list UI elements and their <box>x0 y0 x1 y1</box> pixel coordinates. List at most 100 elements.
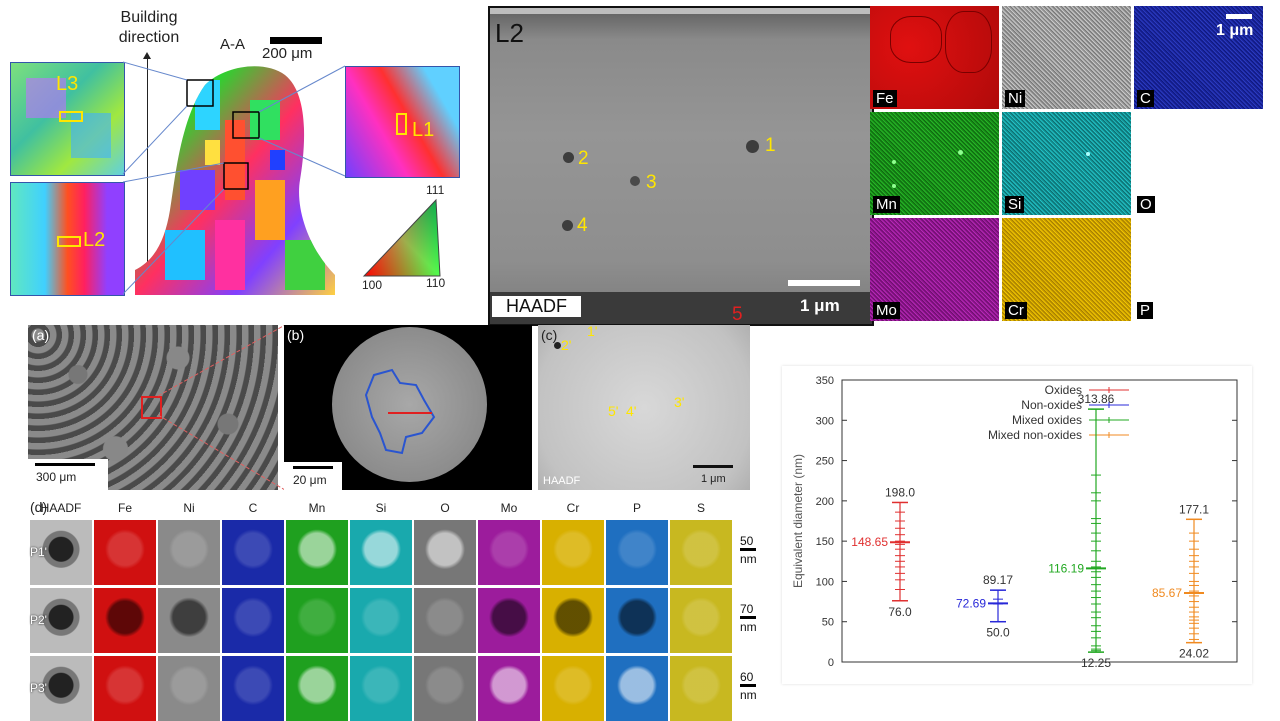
min-label: 50.0 <box>986 626 1010 640</box>
panel-b-scale-label: 20 μm <box>293 473 327 487</box>
eds-tile-p1p-s <box>670 520 732 585</box>
inset-l1-label: L1 <box>412 119 435 141</box>
row-label-p3p: P3' <box>30 681 47 695</box>
inset-l2-roi <box>57 236 81 247</box>
row-scale-value: 70 <box>740 602 754 616</box>
eds-map-c: C 1 μm <box>1134 6 1263 109</box>
panel-c-scale-bar <box>693 465 733 468</box>
eds-scale-bar <box>1226 14 1252 19</box>
y-tick-label: 350 <box>816 375 834 387</box>
particle-1p-label: 1' <box>587 323 598 339</box>
eds-tile-p3p-ni <box>158 656 220 721</box>
row-scale-unit: nm <box>740 688 757 702</box>
row-scale-bar <box>740 684 756 687</box>
legend-label: Mixed oxides <box>1012 413 1082 427</box>
eds-tile-p3p-p <box>606 656 668 721</box>
build-direction-arrow <box>147 56 148 276</box>
y-tick-label: 300 <box>816 415 834 427</box>
mean-label: 72.69 <box>956 596 986 610</box>
min-label: 24.02 <box>1179 647 1209 661</box>
eds-map-fe: Fe <box>870 6 999 109</box>
eds-map-o: O <box>1134 112 1263 215</box>
particle-5p-label: 5' <box>608 403 619 419</box>
panel-b-scale-bar <box>293 466 333 469</box>
tem-l2-scale-label: 1 μm <box>800 296 840 315</box>
building-direction-label: Building direction <box>118 9 180 46</box>
eds-scale-label: 1 μm <box>1216 22 1254 39</box>
row-label-p1p: P1' <box>30 545 47 559</box>
ipf-label-100: 100 <box>362 278 383 292</box>
panel-a-roi <box>141 396 162 419</box>
particle-2p-label: 2' <box>561 337 572 353</box>
y-tick-label: 0 <box>828 657 834 669</box>
eds-tile-p3p-s <box>670 656 732 721</box>
y-tick-label: 100 <box>816 576 834 588</box>
eds-tile-p3p-si <box>350 656 412 721</box>
inset-l2: L2 <box>10 182 125 296</box>
eds-tile-p3p-c <box>222 656 284 721</box>
legend-label: Mixed non-oxides <box>988 428 1082 442</box>
column-header-s: S <box>696 501 705 515</box>
eds-tile-p3p-mn <box>286 656 348 721</box>
particle-1 <box>746 140 759 153</box>
eds-tile-p2p-si <box>350 588 412 653</box>
tem-l2-panel: L2 1 2 3 4 HAADF 1 μm 5 <box>488 6 874 326</box>
column-header-si: Si <box>375 501 387 515</box>
eds-tile-p2p-ni <box>158 588 220 653</box>
particle-2 <box>563 152 574 163</box>
panel-a-scale-label: 300 μm <box>36 470 77 484</box>
inset-connectors <box>122 61 346 295</box>
eds-tile-p2p-c <box>222 588 284 653</box>
particle-3 <box>630 176 640 186</box>
inset-l2-label: L2 <box>83 229 106 251</box>
panel-a-scale-bar <box>35 463 95 466</box>
max-label: 177.1 <box>1179 502 1209 516</box>
mean-label: 116.19 <box>1048 561 1084 575</box>
tem-l2-marker: 5 <box>732 304 743 325</box>
eds-tile-p2p-p <box>606 588 668 653</box>
max-label: 198.0 <box>885 485 915 499</box>
ebsd-scale-bar <box>270 37 322 44</box>
row-scale-value: 50 <box>740 534 754 548</box>
ipf-triangle <box>362 198 441 277</box>
eds-tile-p1p-c <box>222 520 284 585</box>
eds-tile-p2p-mo <box>478 588 540 653</box>
panel-a-label: (a) <box>32 327 50 343</box>
y-tick-label: 250 <box>816 456 834 468</box>
particle-2-label: 2 <box>578 148 589 169</box>
plot-frame <box>841 379 1238 663</box>
particle-cross-section <box>332 327 487 482</box>
column-header-haadf: HAADF <box>40 501 82 515</box>
eds-map-mn: Mn <box>870 112 999 215</box>
eds-tile-p1p-haadf <box>30 520 92 585</box>
min-label: 12.25 <box>1081 656 1111 670</box>
y-tick-label: 50 <box>822 617 834 629</box>
mean-label: 85.67 <box>1152 586 1182 600</box>
row-scale-unit: nm <box>740 620 757 634</box>
ebsd-panel: Building direction A-A 200 μm <box>0 0 480 300</box>
eds-tile-p1p-si <box>350 520 412 585</box>
particle-4-label: 4 <box>577 215 588 236</box>
legend-label: Oxides <box>1045 383 1082 397</box>
eds-tile-p3p-fe <box>94 656 156 721</box>
tem-l2-title: L2 <box>495 18 524 48</box>
eds-tile-p1p-p <box>606 520 668 585</box>
particle-4 <box>562 220 573 231</box>
section-label: A-A <box>220 36 246 53</box>
column-header-cr: Cr <box>566 501 580 515</box>
y-tick-label: 150 <box>816 536 834 548</box>
eds-tile-p2p-mn <box>286 588 348 653</box>
ipf-label-111: 111 <box>426 183 445 197</box>
eds-tile-p1p-ni <box>158 520 220 585</box>
tem-l2-footer: HAADF 1 μm 5 <box>490 292 872 325</box>
eds-tile-p3p-o <box>414 656 476 721</box>
eds-map-grid: Fe Ni C 1 μm Mn Si O Mo Cr P <box>870 6 1265 321</box>
min-label: 76.0 <box>888 605 912 619</box>
column-header-ni: Ni <box>183 501 195 515</box>
panel-c-label: (c) <box>541 327 558 343</box>
chart-panel: 0 50 100 150 200 250 300 350 Equivalent diameter… <box>782 366 1252 684</box>
panel-c-detector: HAADF <box>543 475 581 487</box>
eds-tile-p3p-haadf <box>30 656 92 721</box>
ebsd-map <box>135 66 335 295</box>
eds-tile-p2p-s <box>670 588 732 653</box>
